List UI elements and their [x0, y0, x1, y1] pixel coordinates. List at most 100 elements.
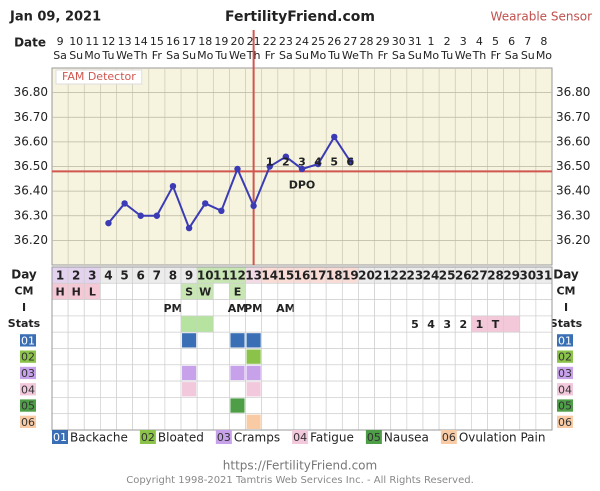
symptom-row-cell — [422, 380, 440, 398]
symptom-row-cell — [325, 397, 343, 415]
symptom-row-cell — [471, 413, 488, 431]
day-number: 4 — [104, 269, 112, 283]
symptom-row-cell — [180, 397, 198, 415]
symptom-row-cell — [390, 364, 408, 382]
symptom-row-cell — [293, 348, 311, 366]
row-cell — [438, 282, 456, 300]
symptom-row-cell — [422, 413, 440, 431]
row-cell — [116, 315, 133, 333]
symptom-row-cell — [309, 413, 327, 431]
symptom-row-cell — [503, 364, 521, 382]
symptom-row-cell — [341, 348, 359, 366]
temperature-point — [169, 183, 177, 190]
dpo-label: 2 — [282, 155, 290, 168]
y-tick-label-right: 36.80 — [556, 85, 590, 99]
symptom-row-cell — [422, 364, 440, 382]
day-number: 29 — [503, 269, 520, 283]
symptom-code-box — [20, 334, 36, 347]
legend-label: Cramps — [234, 431, 280, 445]
row-cell — [277, 282, 295, 300]
symptom-row-cell — [261, 364, 279, 382]
symptom-row-cell — [100, 348, 117, 366]
row-cell — [67, 315, 85, 333]
date-label: 18 — [198, 35, 212, 48]
weekday-label: Tu — [214, 49, 227, 62]
row-cell — [341, 299, 359, 317]
row-cell — [277, 315, 295, 333]
date-label: 26 — [327, 35, 341, 48]
chart-date: Jan 09, 2021 — [9, 10, 101, 25]
temperature-point — [121, 200, 128, 207]
weekday-label: Sa — [166, 49, 180, 62]
temperature-point — [153, 212, 161, 219]
symptom-row-cell — [438, 413, 456, 431]
y-tick-label-right: 36.40 — [556, 184, 590, 198]
weekday-label: Fr — [378, 49, 389, 62]
symptom-row-cell — [471, 331, 488, 349]
symptom-row-cell — [471, 364, 488, 382]
row-cell — [116, 282, 133, 300]
symptom-row-cell — [487, 364, 504, 382]
day-number: 30 — [519, 269, 536, 283]
date-label: 25 — [311, 35, 325, 48]
symptom-row-cell — [471, 348, 488, 366]
row-cell — [341, 282, 359, 300]
symptom-row-cell — [116, 413, 133, 431]
weekday-label: Tu — [101, 49, 114, 62]
symptom-row-cell — [132, 348, 150, 366]
legend-label: Backache — [70, 431, 128, 445]
symptom-row-cell — [51, 348, 69, 366]
weekday-label: We — [342, 49, 359, 62]
symptom-row-cell — [438, 364, 456, 382]
symptom-row-cell — [100, 331, 117, 349]
symptom-row-cell — [406, 331, 424, 349]
weekday-label: Su — [69, 49, 83, 62]
row-cell — [390, 315, 408, 333]
symptom-cell — [246, 333, 261, 348]
symptom-row-cell — [374, 331, 392, 349]
temperature-point — [347, 158, 354, 165]
row-cell — [309, 315, 327, 333]
temperature-point — [282, 153, 290, 160]
day-number: 9 — [185, 269, 193, 283]
row-label: Day — [11, 268, 37, 282]
row-cell — [164, 282, 182, 300]
symptom-row-cell — [277, 397, 295, 415]
day-number: 23 — [407, 269, 424, 283]
day-number: 22 — [390, 269, 407, 283]
symptom-row-cell — [293, 364, 311, 382]
row-cell — [51, 315, 69, 333]
day-number: 26 — [455, 269, 472, 283]
row-cell — [519, 299, 537, 317]
weekday-label: Su — [295, 49, 309, 62]
symptom-row-cell — [535, 364, 553, 382]
cell-text: T — [492, 318, 500, 331]
symptom-cell — [246, 414, 261, 429]
y-tick-label: 36.70 — [14, 110, 48, 124]
date-label: 3 — [460, 35, 467, 48]
symptom-row-cell — [519, 380, 537, 398]
detector-label: FAM Detector — [62, 70, 136, 83]
legend-swatch — [215, 430, 232, 444]
row-cell — [374, 282, 392, 300]
cell-text: AM — [276, 302, 295, 315]
symptom-row-cell — [325, 364, 343, 382]
row-cell — [422, 282, 440, 300]
symptom-row-cell — [196, 397, 214, 415]
symptom-code: 01 — [21, 334, 35, 347]
legend-swatch — [292, 430, 309, 444]
site-title: FertilityFriend.com — [225, 9, 375, 25]
weekday-label: We — [229, 49, 246, 62]
weekday-label: Mo — [423, 49, 439, 62]
symptom-row-cell — [325, 380, 343, 398]
symptom-row-cell — [487, 413, 504, 431]
date-label: 19 — [214, 35, 228, 48]
cell-text: H — [55, 285, 64, 298]
symptom-code-right-box — [557, 383, 573, 396]
symptom-cell — [182, 382, 197, 397]
symptom-row-cell — [164, 397, 182, 415]
cell-text: 1 — [476, 318, 484, 331]
symptom-cell — [230, 365, 245, 381]
cell-text: 3 — [443, 318, 451, 331]
symptom-row-cell — [51, 380, 69, 398]
